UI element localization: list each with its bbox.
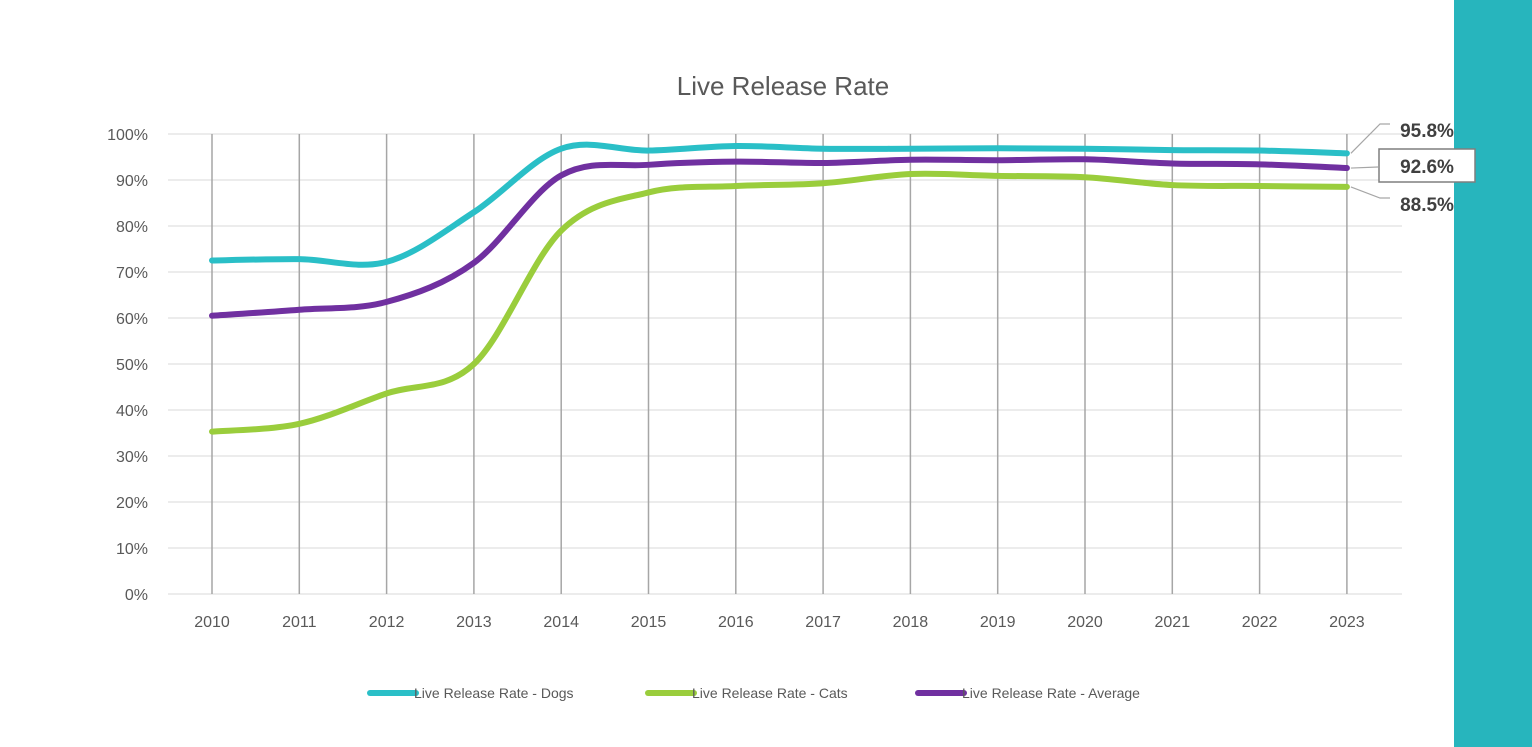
- x-tick-label: 2016: [718, 614, 754, 631]
- series-line: [209, 156, 1350, 319]
- x-tick-label: 2011: [282, 614, 317, 631]
- x-tick-label: 2015: [631, 614, 667, 631]
- legend-label: Live Release Rate - Average: [962, 685, 1140, 701]
- end-value-label: 92.6%: [1400, 157, 1454, 178]
- y-tick-label: 90%: [116, 173, 148, 190]
- x-tick-label: 2017: [805, 614, 841, 631]
- end-value-label: 95.8%: [1400, 121, 1454, 142]
- leader-line: [1350, 166, 1379, 169]
- x-tick-label: 2014: [543, 614, 579, 631]
- accent-sidebar: [1454, 0, 1532, 747]
- x-tick-label: 2012: [369, 614, 405, 631]
- leader-line: [1350, 123, 1390, 154]
- x-tick-label: 2021: [1155, 614, 1191, 631]
- y-tick-label: 40%: [116, 403, 148, 420]
- gridlines: [168, 133, 1402, 595]
- y-tick-label: 80%: [116, 219, 148, 236]
- y-tick-label: 10%: [116, 541, 148, 558]
- series-lines: [209, 141, 1350, 435]
- end-label-box: [1378, 148, 1476, 183]
- y-tick-label: 0%: [125, 587, 148, 604]
- y-axis-ticks: 0% 10% 20% 30% 40% 50% 60% 70% 80% 90% 100%: [107, 127, 148, 604]
- x-axis-ticks: 2010 2011 2012 2013 2014 2015 2016 2017 2018 2019…: [194, 614, 1365, 631]
- end-labels: 95.8% 92.6% 88.5%: [1350, 121, 1476, 216]
- x-tick-label: 2022: [1242, 614, 1278, 631]
- y-tick-label: 100%: [107, 127, 148, 144]
- series-line: [209, 170, 1350, 435]
- legend-label: Live Release Rate - Dogs: [414, 685, 574, 701]
- x-tick-label: 2010: [194, 614, 230, 631]
- legend-label: Live Release Rate - Cats: [692, 685, 848, 701]
- x-tick-label: 2013: [456, 614, 492, 631]
- x-tick-label: 2023: [1329, 614, 1365, 631]
- y-tick-label: 50%: [116, 357, 148, 374]
- x-tick-label: 2020: [1067, 614, 1103, 631]
- leader-line: [1350, 186, 1390, 199]
- y-tick-label: 30%: [116, 449, 148, 466]
- y-tick-label: 20%: [116, 495, 148, 512]
- y-tick-label: 70%: [116, 265, 148, 282]
- x-tick-label: 2018: [893, 614, 929, 631]
- legend: Live Release Rate - Dogs Live Release Rat…: [367, 685, 1140, 701]
- chart-title: Live Release Rate: [677, 71, 889, 101]
- x-tick-label: 2019: [980, 614, 1016, 631]
- y-tick-label: 60%: [116, 311, 148, 328]
- series-line: [209, 141, 1350, 268]
- end-value-label: 88.5%: [1400, 195, 1454, 216]
